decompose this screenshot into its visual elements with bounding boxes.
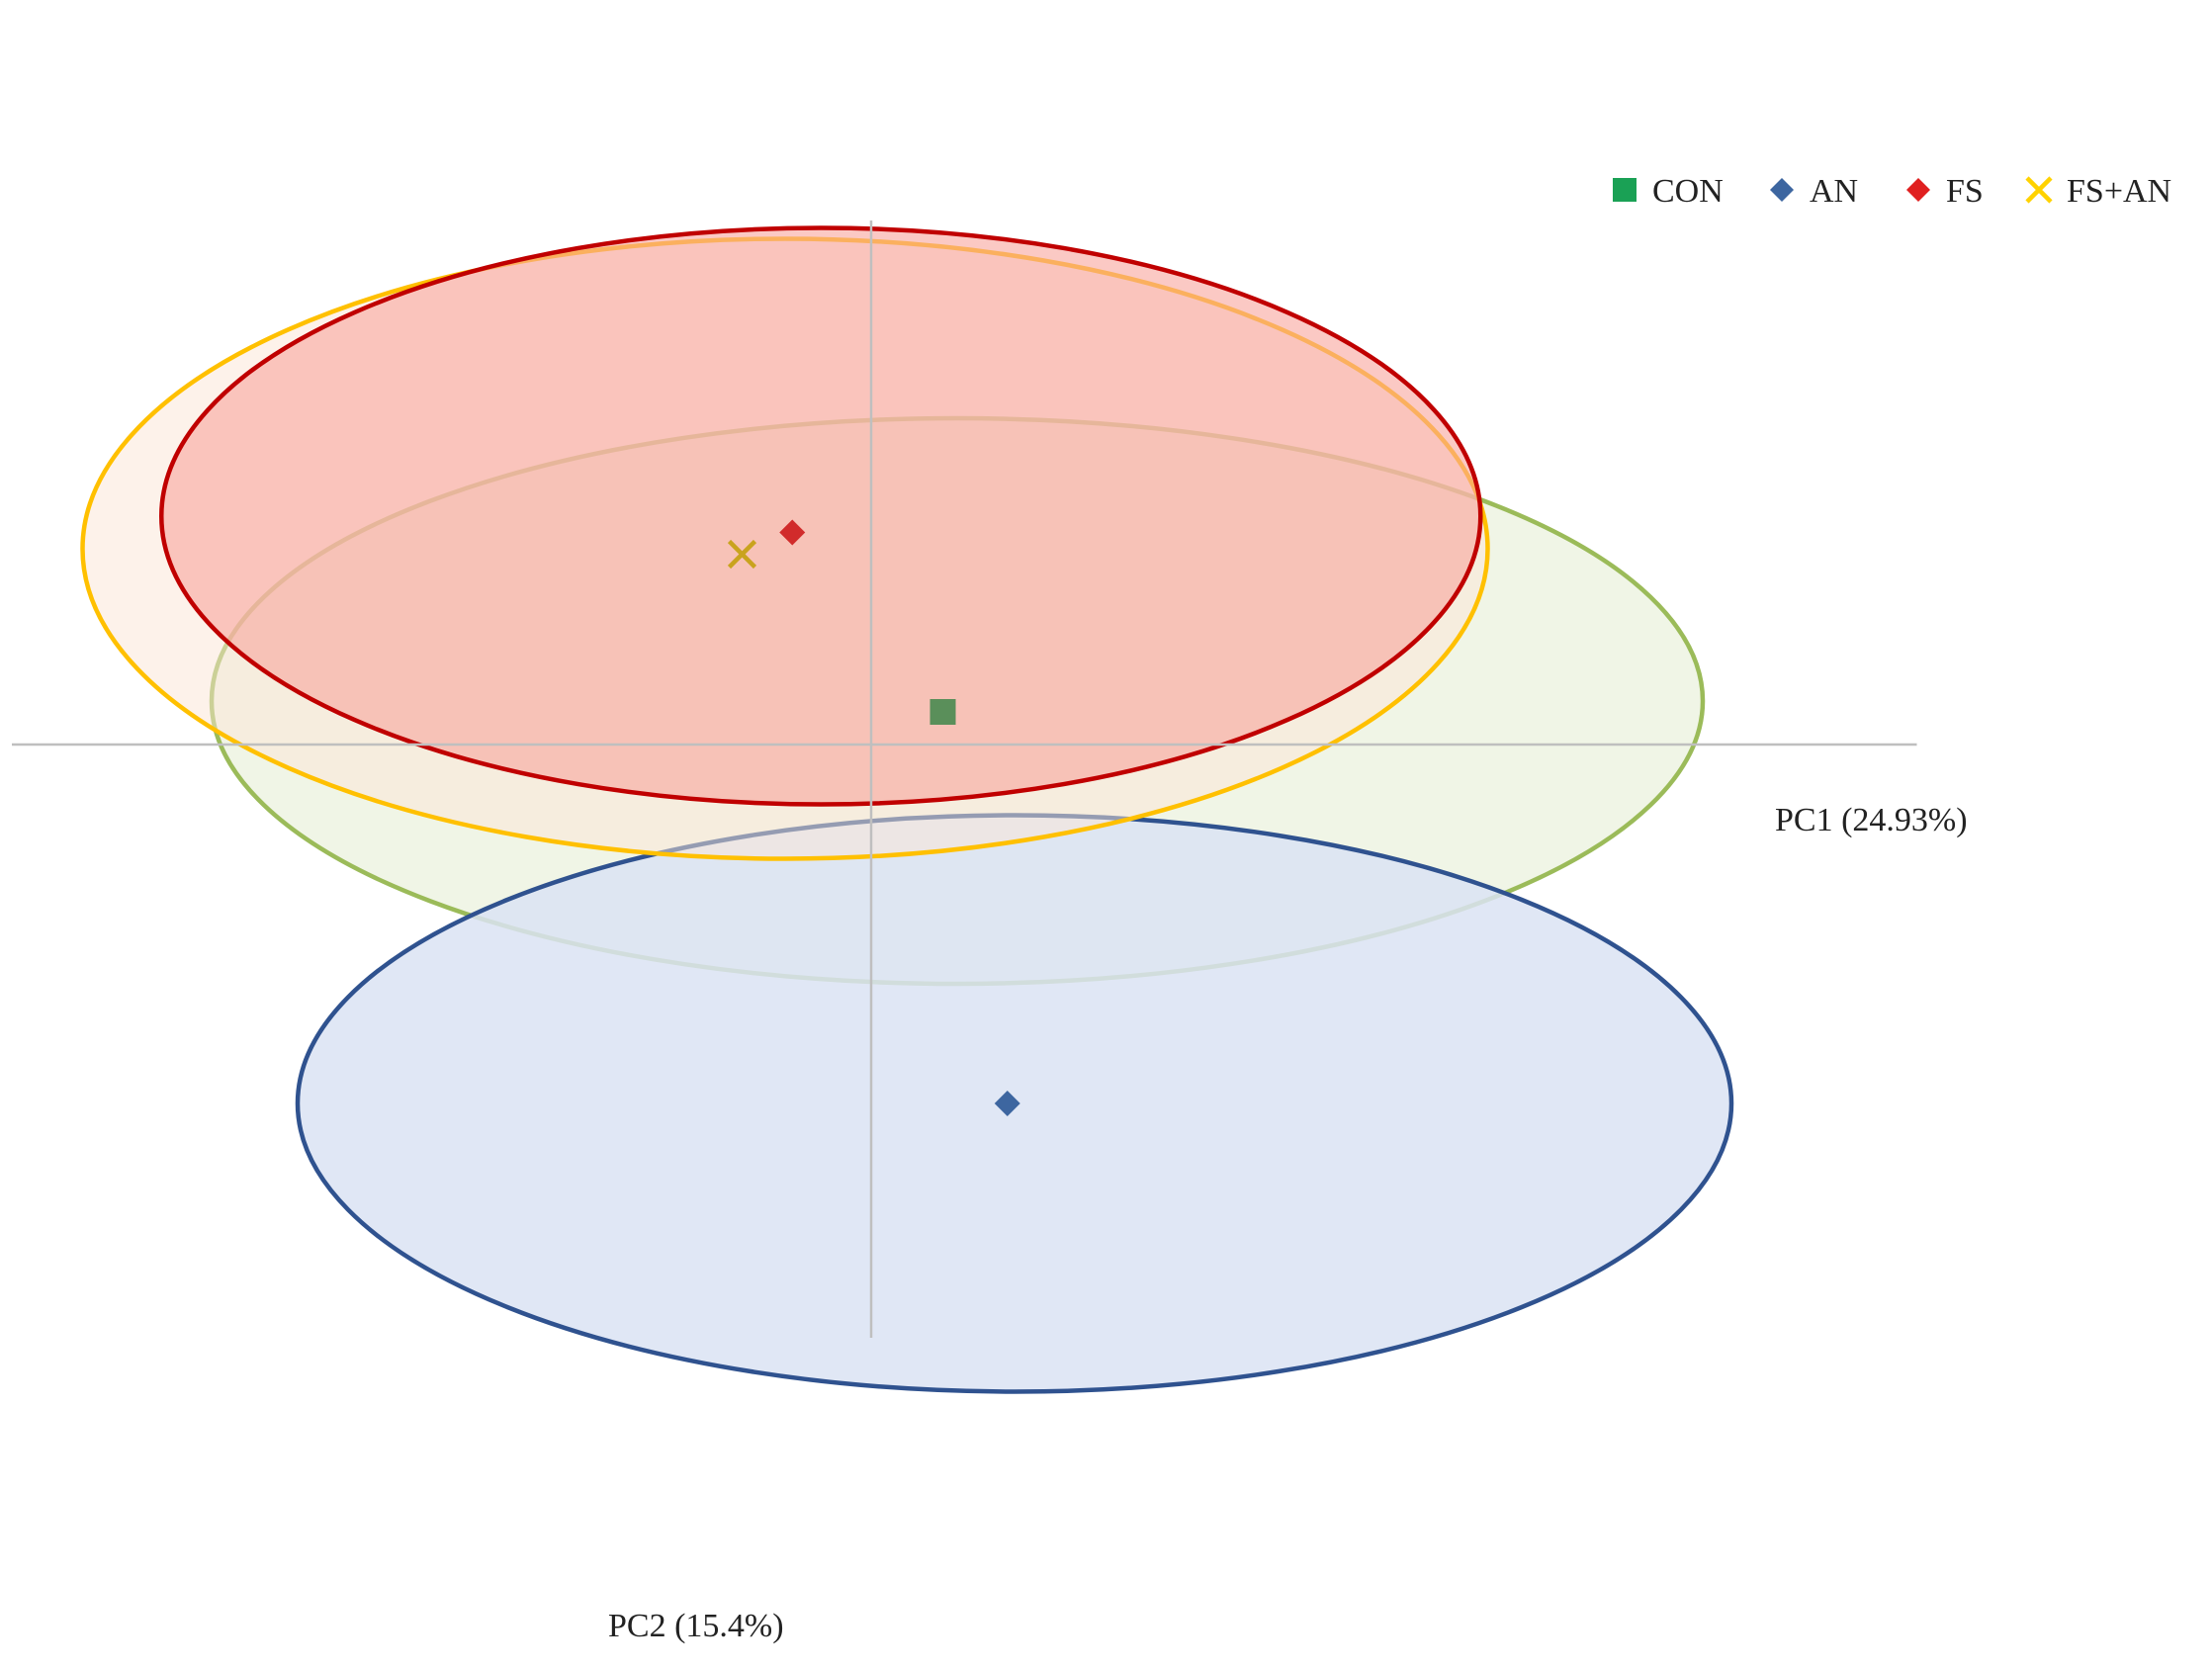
- legend-label-an: AN: [1810, 173, 1858, 210]
- x-axis-label: PC1 (24.93%): [1775, 802, 1968, 838]
- group-centroids: [727, 519, 1020, 1116]
- centroid-fs: [779, 519, 806, 546]
- legend-label-fs-plus-an: FS+AN: [2067, 173, 2171, 210]
- legend-marker-an: [1770, 178, 1794, 202]
- legend-marker-con: [1613, 178, 1637, 202]
- legend: CON AN FS FS+AN: [1613, 173, 2171, 210]
- ellipse-fs: [159, 225, 1483, 807]
- legend-label-con: CON: [1652, 173, 1724, 210]
- legend-marker-fs: [1906, 178, 1930, 202]
- y-axis-label: PC2 (15.4%): [608, 1608, 784, 1644]
- confidence-ellipses: [80, 225, 1734, 1394]
- centroid-an: [994, 1091, 1020, 1116]
- legend-marker-fs-plus-an: [2025, 176, 2053, 204]
- axes: [12, 220, 1917, 1338]
- centroid-con: [929, 699, 956, 725]
- legend-label-fs: FS: [1946, 173, 1984, 210]
- centroid-fs-plus-an: [727, 539, 757, 570]
